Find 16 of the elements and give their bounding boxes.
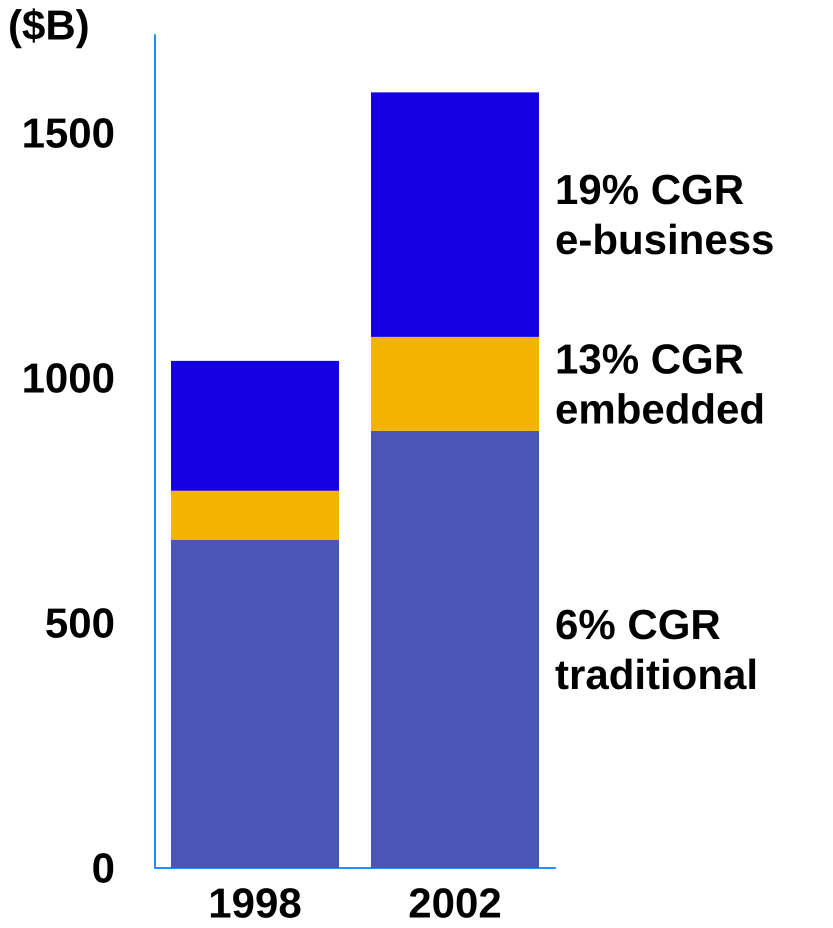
bar (371, 92, 539, 337)
x-tick-label: 1998 (208, 880, 302, 926)
bar (171, 490, 339, 540)
y-tick-label: 0 (92, 844, 115, 892)
bar (371, 430, 539, 868)
y-tick-label: 1000 (22, 354, 115, 402)
series-label: 19% CGR e-business (555, 166, 774, 264)
y-tick-label: 1500 (22, 110, 115, 156)
y-axis-title: ($B) (8, 2, 90, 48)
series-label: 13% CGR embedded (555, 335, 766, 432)
x-tick-label: 2002 (408, 880, 502, 926)
bar (171, 360, 339, 491)
y-tick-label: 500 (44, 600, 115, 646)
bar (171, 540, 339, 868)
series-label: 6% CGR traditional (555, 600, 758, 698)
bar (371, 336, 539, 431)
